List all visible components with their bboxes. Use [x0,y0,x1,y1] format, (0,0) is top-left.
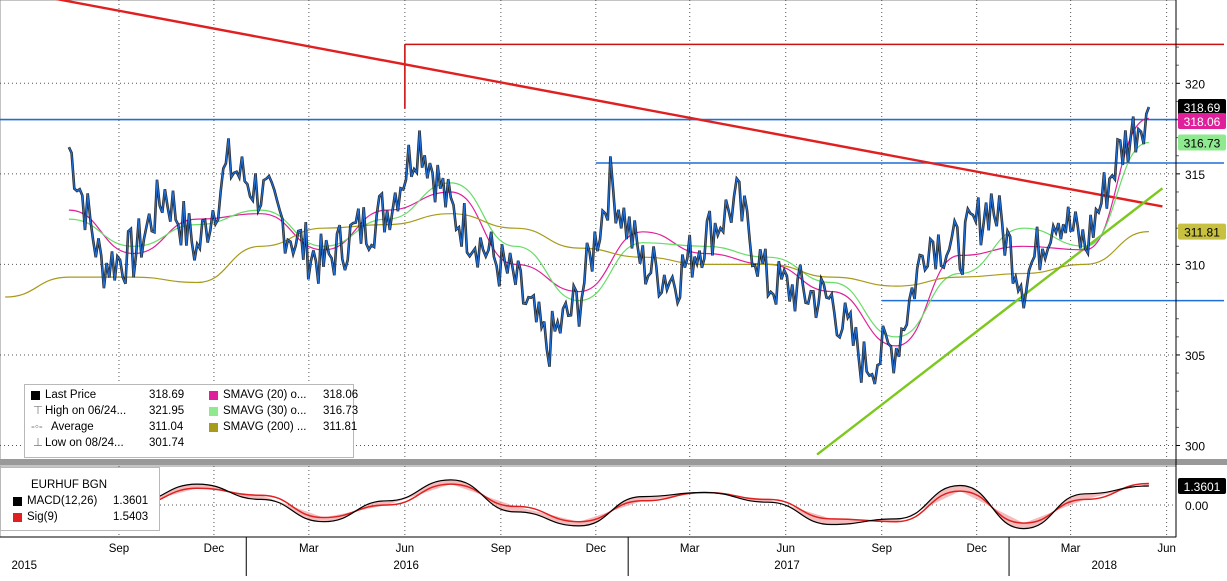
legend-value: 1.3601 [113,495,149,507]
x-tick-label: Sep [491,543,511,555]
high-marker-icon: ⊤ [33,405,44,417]
ma-series-smavg-200- [5,213,1149,298]
legend-value: 321.95 [149,405,185,417]
x-year-label: 2018 [1091,560,1117,572]
price-right-label: 316.73 [1178,134,1226,151]
smavg200-swatch [209,423,218,432]
legend-value: 318.06 [323,389,359,401]
macd-legend: EURHUF BGN MACD(12,26) 1.3601 Sig(9) 1.5… [0,467,160,531]
price-right-label: 311.81 [1178,223,1226,240]
legend-label: Low on 08/24... [45,437,124,449]
x-tick-label: Mar [1061,543,1081,555]
macd-series-macd [5,479,1149,530]
price-label-box [1178,113,1226,130]
legend-label: Average [51,421,94,433]
x-year-label: 2016 [393,560,419,572]
macd-right-label: 1.3601 [1178,478,1226,495]
x-tick-label: Jun [396,543,415,555]
last-price-swatch [31,391,40,400]
x-tick-label: Mar [680,543,700,555]
legend-label: MACD(12,26) [27,495,98,507]
macd-histogram-fill [5,479,1149,529]
macd-plot-area [0,465,1177,538]
price-legend: Last Price 318.69 ⊤ High on 06/24... 321… [24,384,358,458]
x-tick-label: Jun [776,543,795,555]
smavg20-swatch [209,391,218,400]
price-label-text: 318.69 [1184,101,1221,115]
x-tick-label: Sep [872,543,892,555]
legend-label: Last Price [45,389,97,401]
macd-series-sig [5,482,1149,524]
x-tick-label: Dec [966,543,987,555]
legend-label: SMAVG (20) o... [223,389,307,401]
legend-label: SMAVG (30) o... [223,405,307,417]
price-tick-label: 320 [1185,77,1205,91]
trendline [816,187,1164,456]
price-label-pointer [1178,113,1184,130]
x-tick-label: Mar [299,543,319,555]
trendline [55,0,1163,208]
price-label-text: 316.73 [1184,137,1221,151]
price-label-pointer [1178,223,1184,240]
x-year-label: 2017 [774,560,800,572]
x-tick-label: Dec [204,543,225,555]
x-tick-label: Jun [1157,543,1176,555]
legend-value: 316.73 [323,405,359,417]
price-label-pointer [1178,134,1184,151]
price-right-label: 318.69 [1178,99,1226,116]
legend-label: SMAVG (200) ... [223,421,307,433]
macd-label-box [1178,478,1226,495]
macd-title: EURHUF BGN [31,479,108,491]
price-label-text: 318.06 [1184,115,1221,129]
x-tick-label: Sep [109,543,129,555]
legend-value: 311.81 [323,421,358,433]
macd-label-text: 1.3601 [1184,480,1221,494]
sig-swatch [13,513,22,522]
price-label-box [1178,134,1226,151]
macd-label-pointer [1178,478,1184,495]
price-label-box [1178,223,1226,240]
smavg30-swatch [209,407,218,416]
legend-label: High on 06/24... [45,405,127,417]
price-right-label: 318.06 [1178,113,1226,130]
x-tick-label: Dec [586,543,607,555]
price-label-box [1178,99,1226,116]
price-label-pointer [1178,99,1184,116]
price-tick-label: 310 [1185,258,1205,272]
legend-value: 311.04 [149,421,184,433]
average-marker-icon: -◦- [31,421,43,433]
panel-divider [0,459,1227,465]
x-year-label: 2015 [11,560,37,572]
macd-tick-label: 0.00 [1185,499,1209,513]
ma-series-smavg-30- [68,141,1149,338]
price-series-last-price [68,106,1150,385]
legend-value: 301.74 [149,437,185,449]
macd-swatch [13,497,22,506]
legend-label: Sig(9) [27,511,58,523]
legend-value: 318.69 [149,389,185,401]
price-label-text: 311.81 [1184,226,1220,240]
price-tick-label: 300 [1185,440,1205,454]
price-tick-label: 305 [1185,349,1205,363]
price-tick-label: 315 [1185,168,1205,182]
legend-value: 1.5403 [113,511,149,523]
low-marker-icon: ⊥ [33,437,44,449]
